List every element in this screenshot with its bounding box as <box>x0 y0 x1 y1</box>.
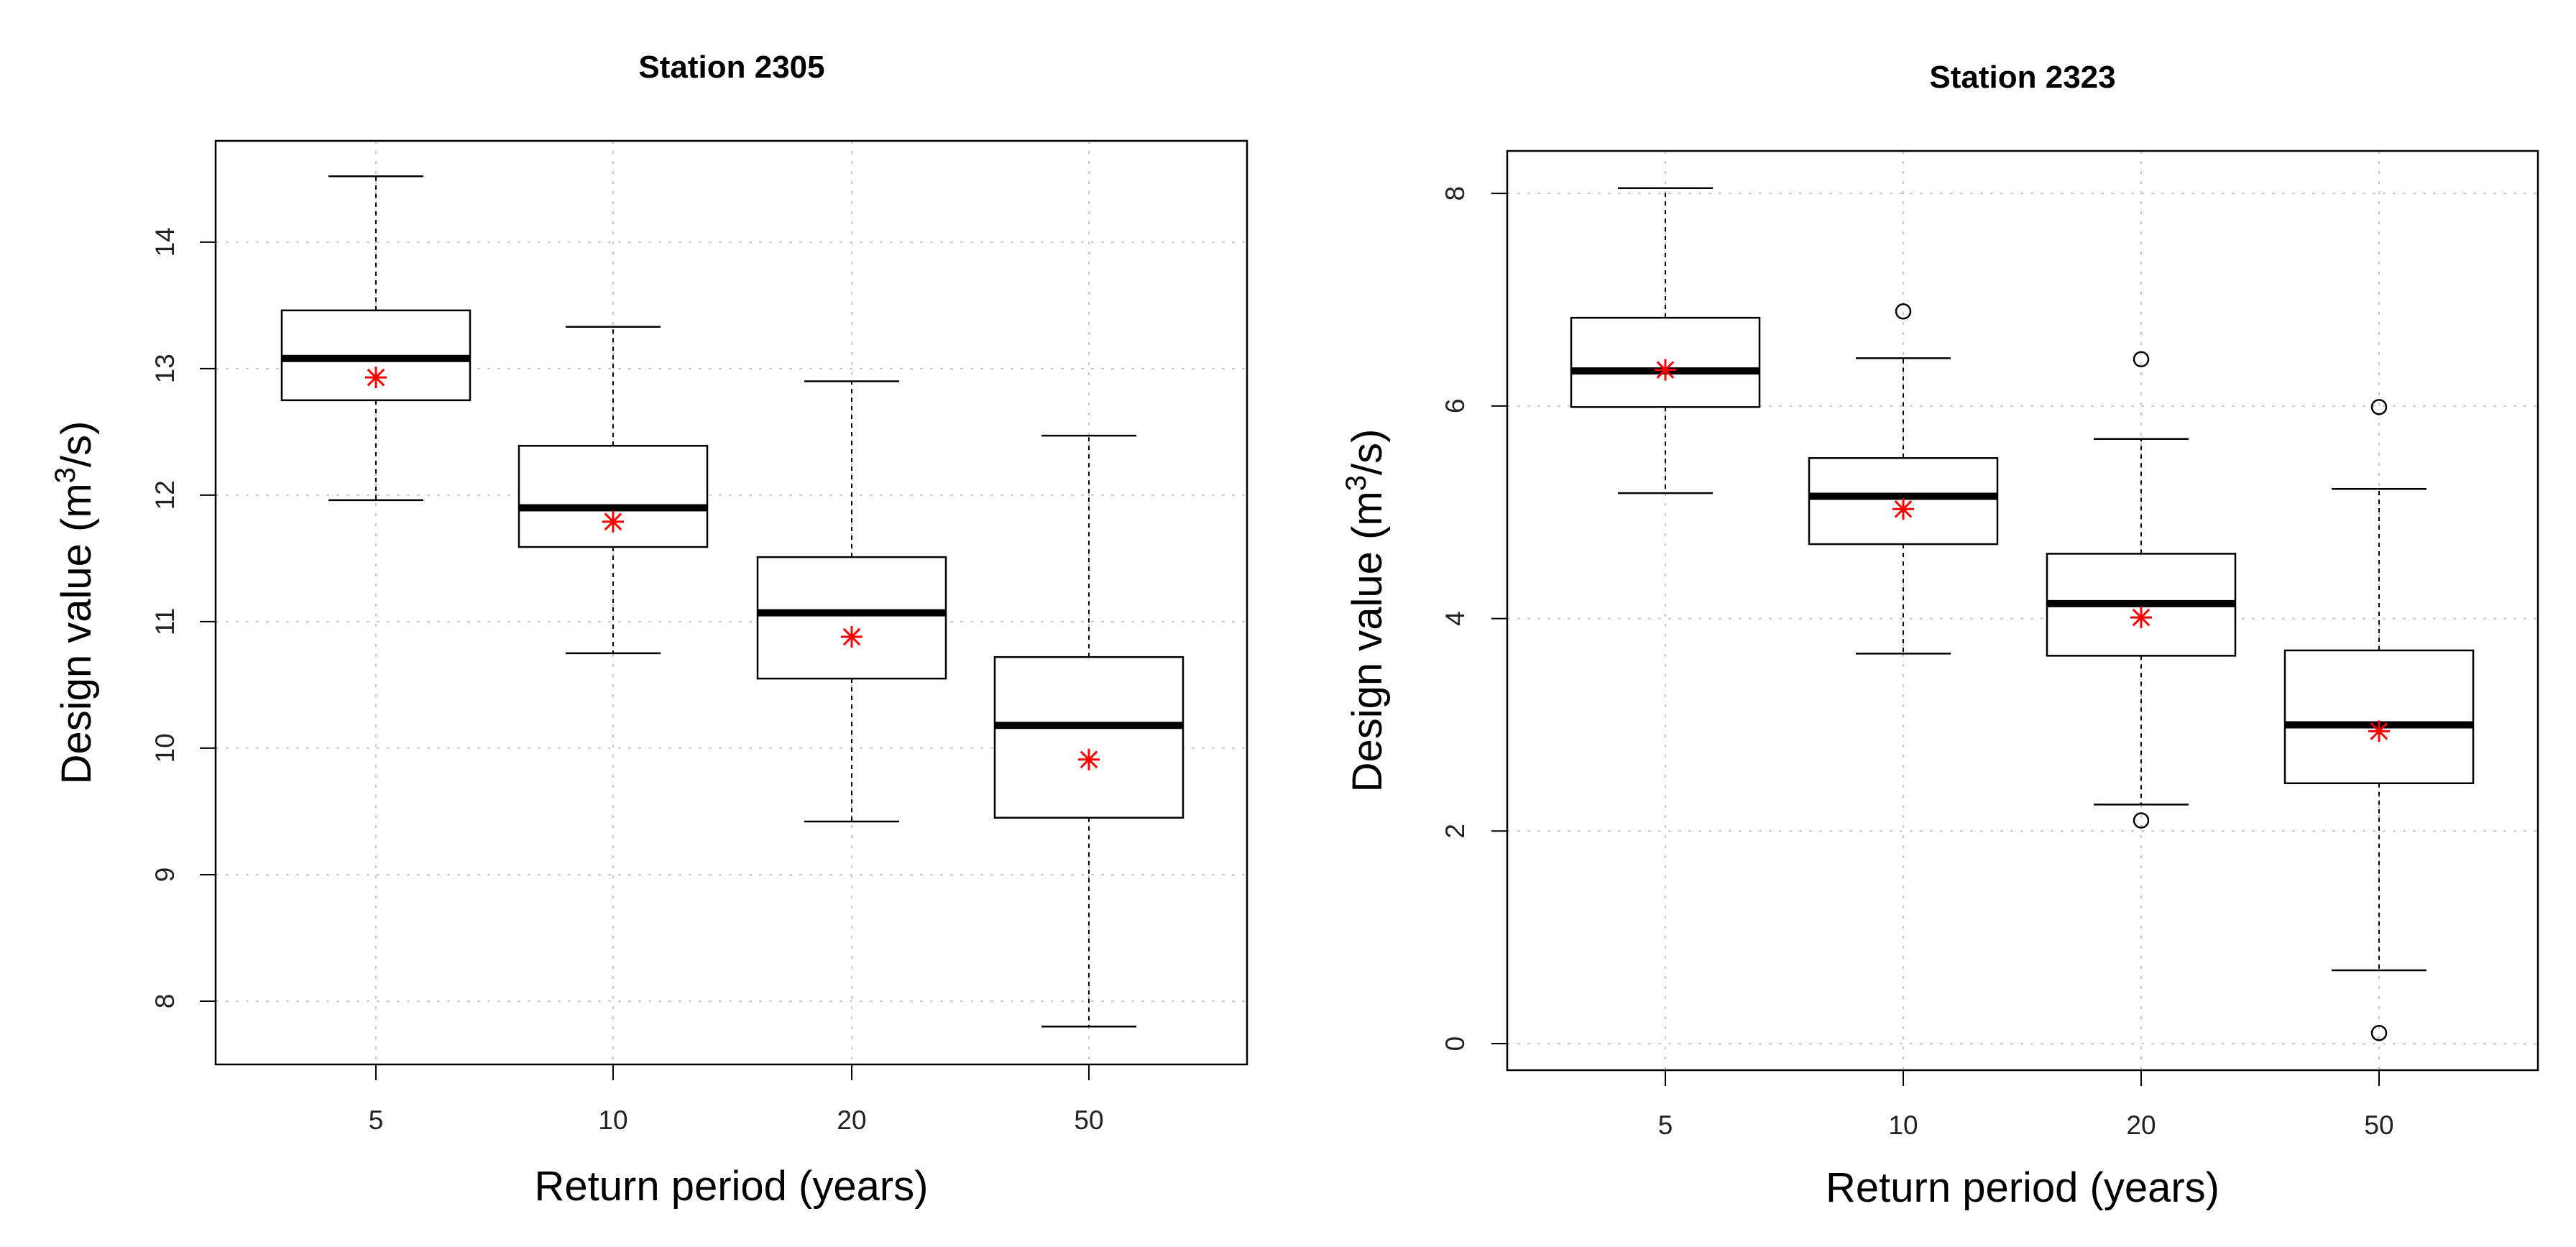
x-tick-label: 50 <box>2364 1110 2393 1140</box>
x-tick-label: 5 <box>369 1105 384 1135</box>
y-tick-label: 13 <box>150 354 180 383</box>
plot-frame <box>214 139 1248 1066</box>
mean-marker <box>1655 359 1676 381</box>
box-10 <box>518 326 709 655</box>
box-5 <box>280 175 472 502</box>
mean-marker <box>1078 748 1100 770</box>
x-tick-label: 50 <box>1074 1105 1103 1135</box>
mean-marker <box>2130 607 2152 629</box>
y-tick-label: 8 <box>1440 186 1470 201</box>
x-axis-label: Return period (years) <box>1826 1164 2220 1211</box>
mean-marker <box>2368 720 2390 742</box>
y-tick-label: 4 <box>1440 611 1470 626</box>
y-tick-label: 12 <box>150 480 180 510</box>
x-tick-label: 10 <box>1888 1110 1918 1140</box>
box-5 <box>1570 187 1761 494</box>
mean-marker <box>1892 498 1914 520</box>
iqr-box <box>756 556 947 680</box>
boxplot-panel-1: Station 2323 0 2 4 6 8 5 10 20 50 Return period (y… <box>1340 60 2539 1211</box>
y-tick-label: 6 <box>1440 399 1470 414</box>
plot-frame <box>1506 149 2539 1072</box>
boxplot-panel-0: Station 2305 8 9 10 11 12 13 14 5 10 20 50 Return pe… <box>50 50 1248 1210</box>
y-tick-label: 0 <box>1440 1036 1470 1052</box>
chart-title: Station 2305 <box>638 50 824 85</box>
iqr-box <box>993 655 1184 819</box>
outlier-point <box>2370 1024 2388 1041</box>
x-tick-label: 10 <box>598 1105 627 1135</box>
y-tick-label: 10 <box>150 733 180 763</box>
y-axis-label: Design value (m3/s) <box>50 421 100 785</box>
box-50 <box>2283 399 2475 1041</box>
box-20 <box>756 380 947 823</box>
y-tick-label: 11 <box>150 608 180 635</box>
iqr-box <box>2283 649 2475 785</box>
mean-marker <box>841 626 862 648</box>
outlier-point <box>1895 303 1912 320</box>
x-tick-label: 20 <box>837 1105 866 1135</box>
box-20 <box>2046 351 2237 829</box>
y-tick-label: 9 <box>150 868 180 883</box>
x-axis-label: Return period (years) <box>535 1163 929 1210</box>
chart-title: Station 2323 <box>1929 60 2115 95</box>
y-tick-label: 8 <box>150 994 180 1009</box>
outlier-point <box>2133 812 2150 829</box>
outlier-point <box>2370 399 2388 415</box>
box-50 <box>993 434 1184 1028</box>
y-tick-label: 2 <box>1440 824 1470 839</box>
outlier-point <box>2133 351 2150 368</box>
y-tick-label: 14 <box>150 227 180 257</box>
box-10 <box>1808 303 1999 655</box>
x-tick-label: 5 <box>1658 1110 1673 1140</box>
x-tick-label: 20 <box>2126 1110 2156 1140</box>
mean-marker <box>602 510 624 533</box>
mean-marker <box>365 367 387 389</box>
y-axis-label: Design value (m3/s) <box>1340 429 1391 793</box>
